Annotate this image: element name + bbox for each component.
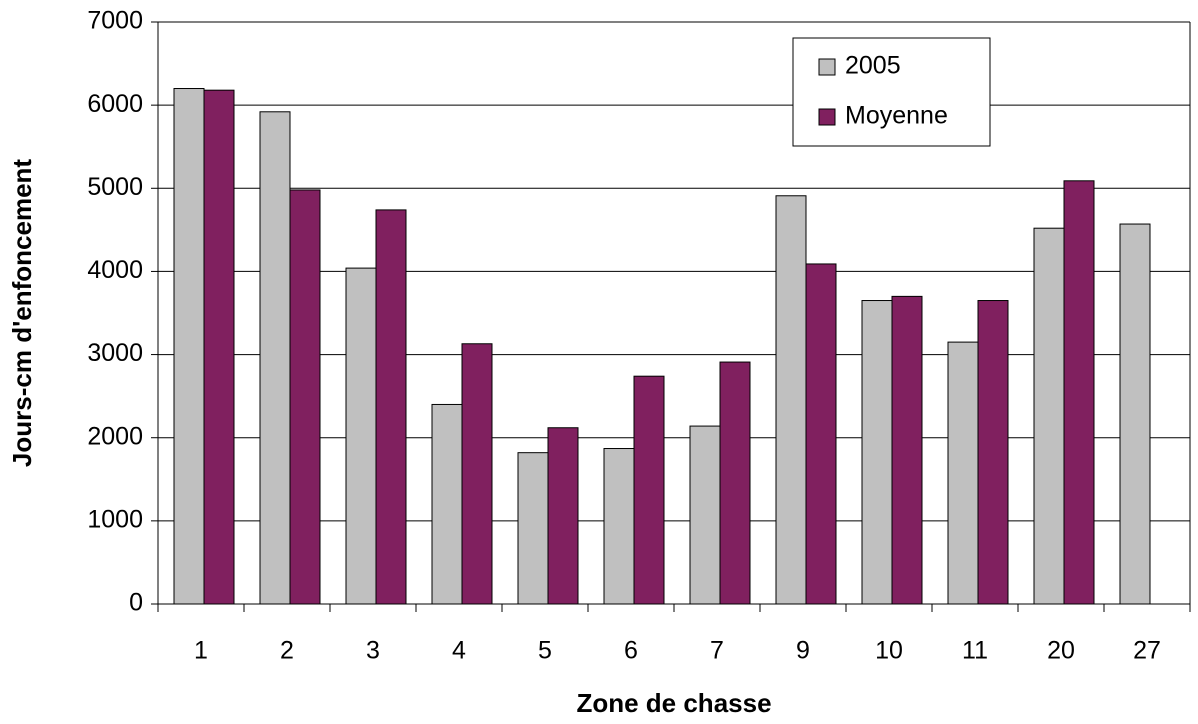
x-tick-label: 27 — [1133, 637, 1161, 665]
bar — [203, 89, 235, 605]
bar — [603, 448, 635, 605]
bar — [173, 88, 205, 605]
y-tick-label: 2000 — [87, 422, 143, 450]
bar — [633, 375, 665, 605]
bar — [289, 189, 321, 605]
x-tick-label: 5 — [538, 637, 552, 665]
legend-swatch — [818, 108, 836, 126]
legend-label: 2005 — [845, 52, 901, 80]
x-tick-label: 6 — [624, 637, 638, 665]
x-tick-label: 3 — [366, 637, 380, 665]
y-tick-label: 4000 — [87, 256, 143, 284]
legend-swatch — [818, 58, 836, 76]
bar — [891, 295, 923, 605]
x-tick-label: 4 — [452, 637, 466, 665]
x-tick-label: 20 — [1047, 637, 1075, 665]
x-tick-label: 9 — [796, 637, 810, 665]
bar — [719, 361, 751, 605]
bar — [947, 341, 979, 605]
y-tick-label: 6000 — [87, 90, 143, 118]
bar — [461, 343, 493, 605]
x-tick-label: 2 — [280, 637, 294, 665]
y-axis-title: Jours-cm d'enfoncement — [7, 159, 37, 467]
y-tick-label: 5000 — [87, 173, 143, 201]
x-axis-title: Zone de chasse — [576, 688, 771, 718]
bar — [861, 300, 893, 605]
bar — [1063, 180, 1095, 605]
bar — [259, 111, 291, 605]
x-tick-label: 10 — [875, 637, 903, 665]
x-tick-label: 7 — [710, 637, 724, 665]
bar — [1119, 223, 1151, 605]
y-tick-label: 1000 — [87, 505, 143, 533]
y-tick-label: 3000 — [87, 339, 143, 367]
y-tick-label: 7000 — [87, 7, 143, 35]
y-tick-label: 0 — [129, 589, 143, 617]
bar — [431, 403, 463, 605]
bar — [1033, 227, 1065, 605]
legend-box — [792, 37, 991, 147]
bar — [345, 267, 377, 605]
bar — [775, 195, 807, 605]
legend-label: Moyenne — [845, 102, 948, 130]
bar — [517, 452, 549, 605]
bar — [375, 209, 407, 605]
bar — [547, 427, 579, 605]
bar — [689, 425, 721, 605]
x-tick-label: 11 — [962, 637, 988, 665]
bar — [805, 263, 837, 605]
x-tick-label: 1 — [194, 637, 208, 665]
bar — [977, 300, 1009, 605]
